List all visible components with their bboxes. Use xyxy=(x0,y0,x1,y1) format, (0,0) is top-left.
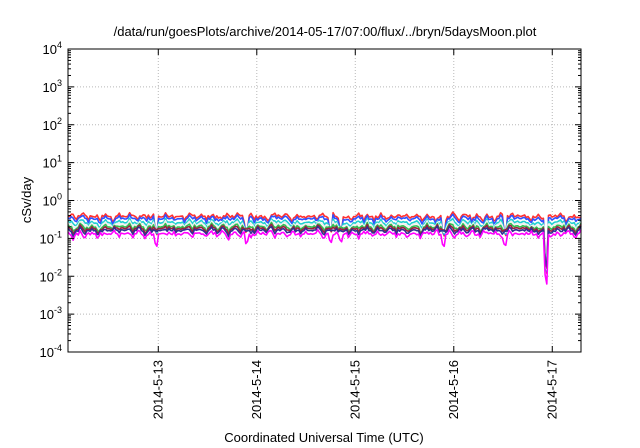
x-tick-label: 2014-5-13 xyxy=(150,360,165,419)
series-line xyxy=(67,213,582,273)
y-tick-label: 100 xyxy=(43,192,62,209)
x-tick-label: 2014-5-17 xyxy=(544,360,559,419)
y-tick-label: 10-2 xyxy=(40,267,62,284)
y-axis-label: cSv/day xyxy=(19,176,34,223)
y-axis: 104 103 102 101 100 10-1 10-2 10-3 10-4 xyxy=(40,40,581,360)
x-tick-label: 2014-5-14 xyxy=(249,360,264,419)
grid-lines xyxy=(68,49,581,352)
y-tick-label: 101 xyxy=(43,154,62,171)
x-axis-label: Coordinated Universal Time (UTC) xyxy=(224,430,423,445)
y-tick-label: 104 xyxy=(43,40,62,57)
y-tick-label: 10-4 xyxy=(40,343,62,360)
chart-title: /data/run/goesPlots/archive/2014-05-17/0… xyxy=(114,24,537,39)
y-tick-label: 102 xyxy=(43,116,62,133)
x-axis: 2014-5-13 2014-5-14 2014-5-15 2014-5-16 2014… xyxy=(150,49,559,419)
y-tick-label: 10-1 xyxy=(40,229,62,246)
series-line xyxy=(67,228,582,285)
series-layer xyxy=(67,211,582,285)
y-tick-label: 10-3 xyxy=(40,305,62,322)
plot-frame xyxy=(67,48,582,353)
y-tick-label: 103 xyxy=(43,78,62,95)
x-tick-label: 2014-5-16 xyxy=(446,360,461,419)
series-line xyxy=(67,225,582,267)
x-tick-label: 2014-5-15 xyxy=(347,360,362,419)
series-line xyxy=(67,219,582,271)
